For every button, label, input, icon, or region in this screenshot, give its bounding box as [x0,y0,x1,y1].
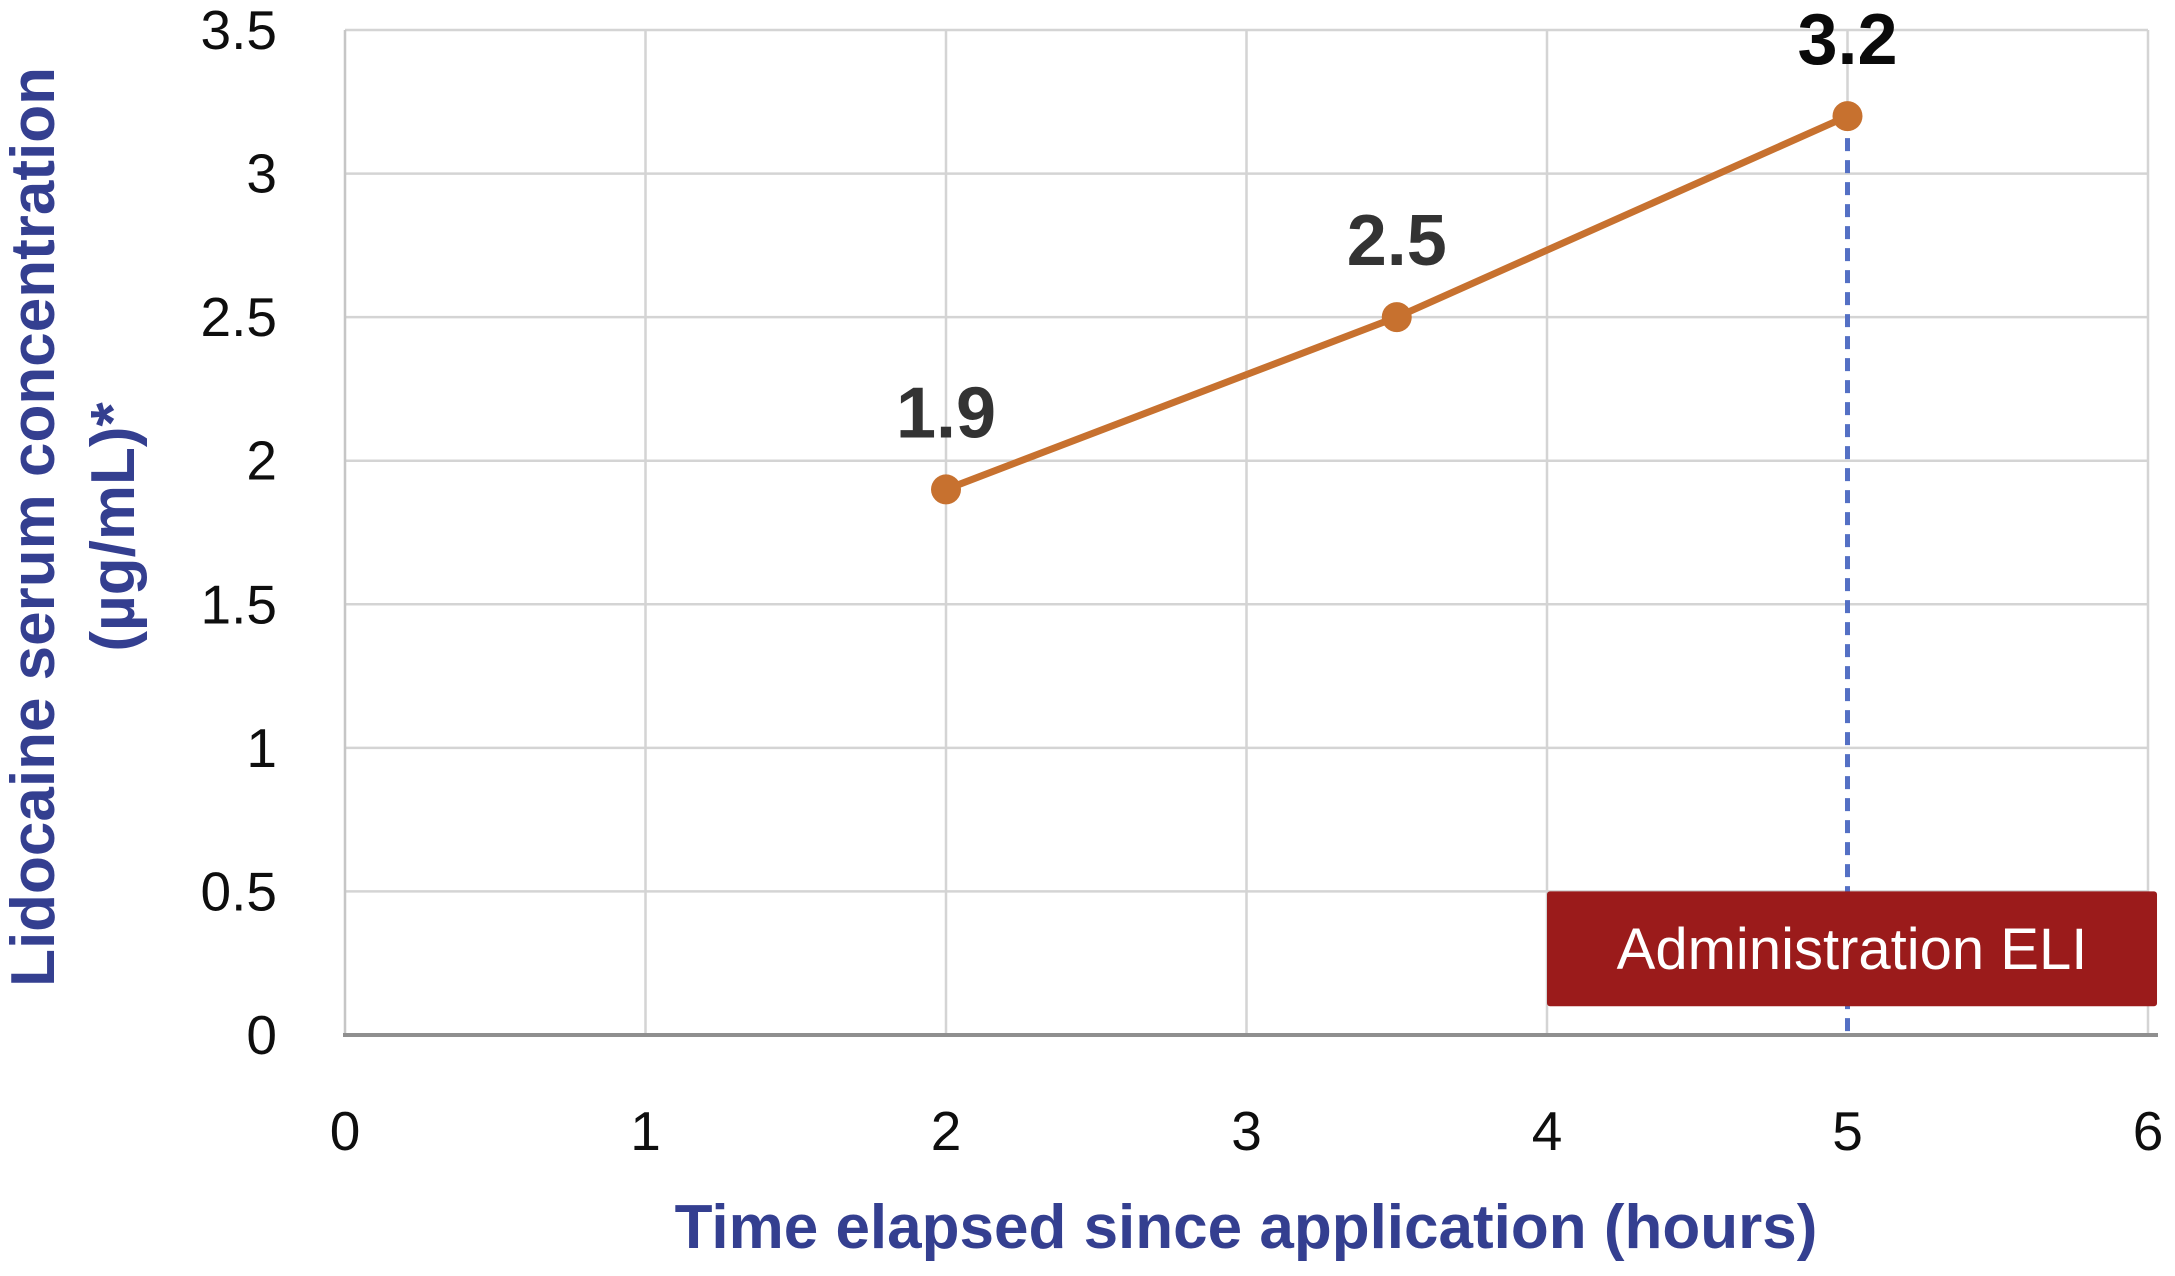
data-point [1832,101,1863,132]
data-point-label: 1.9 [896,373,996,453]
y-tick-label: 3.5 [201,0,277,61]
y-tick-label: 0.5 [201,860,277,922]
data-point-label: 3.2 [1797,0,1897,80]
data-point [1381,302,1412,333]
x-tick-label: 2 [931,1100,962,1162]
y-axis-title: Lidocaine serum concentration (µg/mL)* [0,67,148,987]
y-tick-label: 2 [246,430,277,492]
x-tick-label: 4 [1532,1100,1563,1162]
y-tick-label: 2.5 [201,286,277,348]
y-tick-label: 0 [246,1004,277,1066]
annotation-label: Administration ELI [1617,917,2088,982]
data-point [931,474,961,505]
y-tick-label: 1 [246,717,277,779]
y-tick-label: 3 [246,143,277,205]
axis-lines [343,30,2158,1037]
data-labels: 1.9 2.5 3.2 [896,0,1898,453]
x-tick-label: 1 [630,1100,661,1162]
annotation-box [1547,891,2158,1007]
annotation-group: Administration ELI [1547,891,2158,1007]
series-group [931,101,1863,505]
x-axis-title: Time elapsed since application (hours) [675,1193,1818,1262]
data-point-label: 2.5 [1347,201,1447,281]
x-tick-label: 0 [330,1100,361,1162]
tick-labels: 0 0.5 1 1.5 2 2.5 3 3.5 0 1 2 3 4 5 6 [201,0,2164,1162]
x-tick-label: 3 [1231,1100,1262,1162]
gridlines [345,28,2150,1035]
x-tick-label: 5 [1832,1100,1863,1162]
y-axis-title-line2: (µg/mL)* [79,402,148,652]
y-tick-label: 1.5 [201,573,277,635]
y-axis-title-line1: Lidocaine serum concentration [0,67,68,987]
x-tick-label: 6 [2133,1100,2164,1162]
